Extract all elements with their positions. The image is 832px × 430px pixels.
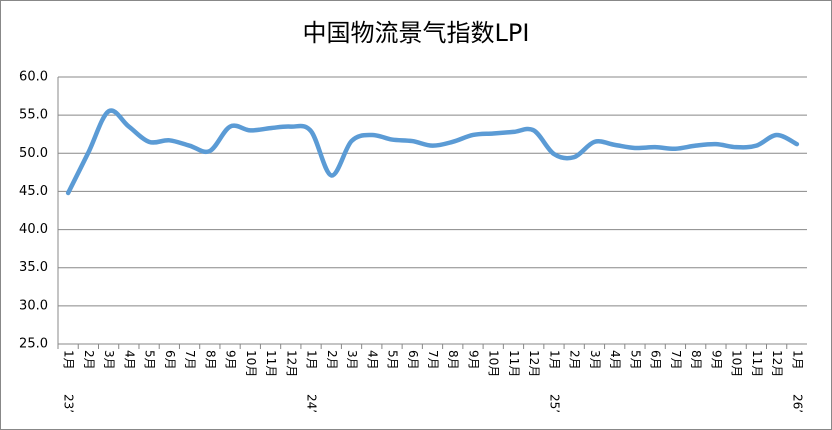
data-line: [65, 108, 800, 196]
x-tick-label: 9月: [709, 350, 723, 370]
x-tick-label: 10月: [730, 350, 744, 377]
year-label: 25’: [547, 394, 561, 413]
x-tick-label: 6月: [649, 350, 663, 370]
x-tick-label: 1月: [790, 350, 804, 370]
x-tick-label: 5月: [628, 350, 642, 370]
x-tick-label: 8月: [203, 350, 217, 370]
y-tick-label: 30.0: [19, 298, 48, 313]
x-tick-label: 8月: [689, 350, 703, 370]
y-tick-label: 55.0: [19, 108, 48, 123]
y-tick-label: 35.0: [19, 260, 48, 275]
x-tick-label: 4月: [122, 350, 136, 370]
x-tick-label: 5月: [386, 350, 400, 370]
y-tick-label: 40.0: [19, 222, 48, 237]
x-tick-label: 6月: [163, 350, 177, 370]
x-tick-label: 9月: [224, 350, 238, 370]
y-tick-label: 45.0: [19, 184, 48, 199]
x-tick-label: 3月: [102, 350, 116, 370]
x-tick-label: 6月: [406, 350, 420, 370]
x-tick-label: 10月: [244, 350, 258, 377]
x-tick-label: 11月: [750, 350, 764, 377]
x-tick-label: 10月: [487, 350, 501, 377]
x-tick-label: 3月: [588, 350, 602, 370]
x-tick-label: 12月: [770, 350, 784, 377]
x-tick-label: 4月: [608, 350, 622, 370]
y-tick-label: 50.0: [19, 146, 48, 161]
x-tick-label: 11月: [264, 350, 278, 377]
x-tick-label: 1月: [305, 350, 319, 370]
x-tick-label: 7月: [183, 350, 197, 370]
x-tick-label: 5月: [143, 350, 157, 370]
x-tick-label: 2月: [82, 350, 96, 370]
x-tick-label: 7月: [669, 350, 683, 370]
year-label: 23’: [62, 394, 76, 413]
x-tick-label: 1月: [62, 350, 76, 370]
x-tick-label: 4月: [365, 350, 379, 370]
x-tick-label: 12月: [284, 350, 298, 377]
year-label: 24’: [305, 394, 319, 413]
x-tick-label: 9月: [466, 350, 480, 370]
year-label: 26’: [790, 394, 804, 413]
chart-title: 中国物流景气指数LPI: [303, 19, 530, 47]
x-tick-label: 2月: [325, 350, 339, 370]
x-tick-label: 7月: [426, 350, 440, 370]
x-tick-label: 8月: [446, 350, 460, 370]
x-tick-label: 11月: [507, 350, 521, 377]
x-tick-label: 12月: [527, 350, 541, 377]
x-tick-label: 3月: [345, 350, 359, 370]
x-tick-label: 1月: [547, 350, 561, 370]
y-tick-label: 25.0: [19, 337, 48, 352]
x-tick-label: 2月: [568, 350, 582, 370]
y-tick-label: 60.0: [19, 70, 48, 85]
